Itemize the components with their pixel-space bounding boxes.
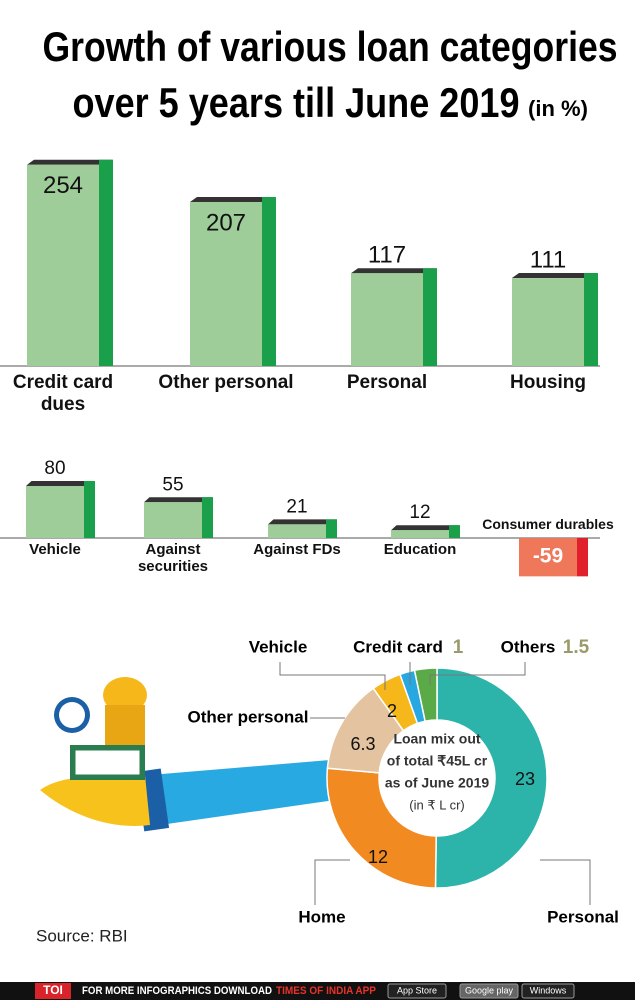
donut-slice (326, 767, 437, 889)
slice-value: 1 (453, 637, 464, 658)
slice-value: 6.3 (350, 734, 375, 754)
brand-box (35, 983, 71, 999)
category-label: Credit card dues (12, 372, 114, 415)
bar (144, 502, 202, 538)
bar-top (351, 268, 437, 274)
donut-slice (434, 667, 548, 889)
category-label: Other personal (158, 372, 294, 393)
value-label: 254 (43, 172, 83, 199)
bar (351, 273, 423, 366)
bar-top (27, 159, 113, 165)
value-label: 21 (286, 496, 307, 517)
illustration (40, 677, 335, 832)
title-line2: over 5 years till June 2019 (73, 79, 520, 126)
leader-line (429, 662, 526, 685)
footer-app: TIMES OF INDIA APP (276, 985, 376, 997)
bar-top (190, 196, 276, 202)
bar-side (577, 538, 588, 577)
slice-value: 23 (515, 769, 535, 789)
value-label: 207 (206, 209, 246, 236)
category-label: Against securities (137, 541, 209, 576)
source: Source: RBI (36, 926, 128, 945)
slice-name: Personal (547, 907, 619, 926)
bar-side (262, 196, 276, 366)
leader-line (540, 859, 591, 905)
slice-name: Others (501, 637, 556, 656)
category-label: Education (383, 541, 457, 558)
footer-brand: TOI (43, 983, 63, 997)
slice-name: Credit card (353, 637, 443, 656)
donut-slice (413, 667, 438, 723)
category-label: Personal (346, 372, 428, 393)
bar-side (423, 268, 437, 366)
center-text: as of June 2019 (385, 775, 489, 791)
slice-value: 1.5 (563, 637, 590, 658)
bar-top (391, 525, 460, 531)
bar (268, 524, 326, 538)
category-label: Consumer durables (482, 516, 614, 532)
category-label: Against FDs (253, 541, 341, 558)
title: Growth of various loan categories (43, 23, 618, 70)
value-label: 55 (162, 474, 183, 495)
store-badge-label: Windows (530, 985, 567, 995)
bar-top (512, 273, 598, 279)
store-badge-label: Google play (465, 985, 514, 995)
bar-top (268, 519, 337, 525)
bar (26, 486, 84, 538)
store-badge[interactable] (459, 983, 519, 999)
bar (27, 164, 99, 366)
bar-top (26, 481, 95, 486)
bar (190, 201, 262, 366)
footer-text: FOR MORE INFOGRAPHICS DOWNLOAD (82, 985, 272, 997)
bar (391, 530, 449, 538)
leader-line (314, 859, 350, 905)
center-text: Loan mix out (393, 731, 480, 747)
center-text: of total ₹45L cr (387, 753, 488, 769)
slice-name: Home (298, 907, 345, 926)
slice-name: Vehicle (249, 637, 308, 656)
slice-value: 12 (368, 847, 388, 867)
category-label: Housing (510, 372, 586, 393)
bar-side (202, 497, 213, 538)
bar (512, 278, 584, 366)
category-label: Vehicle (29, 541, 81, 558)
donut-hole (380, 721, 494, 835)
bar-side (449, 525, 460, 538)
slice-value: 2 (387, 701, 397, 721)
bar-side (326, 519, 337, 538)
store-badge-label: App Store (397, 985, 437, 995)
value-label: 80 (44, 458, 65, 479)
value-label: 111 (530, 246, 566, 273)
store-badge[interactable] (521, 983, 575, 999)
bar-side (99, 159, 113, 366)
value-label: 117 (368, 242, 406, 269)
value-label: 12 (409, 502, 430, 523)
leader-line (279, 662, 386, 690)
title-unit: (in %) (528, 96, 588, 121)
bar-side (84, 481, 95, 538)
center-unit: (in ₹ L cr) (409, 797, 464, 812)
value-label: -59 (533, 545, 563, 568)
bar-top (144, 497, 213, 503)
slice-name: Other personal (188, 707, 309, 726)
bar-side (584, 273, 598, 366)
store-badge[interactable] (387, 983, 447, 999)
bar (519, 538, 577, 577)
